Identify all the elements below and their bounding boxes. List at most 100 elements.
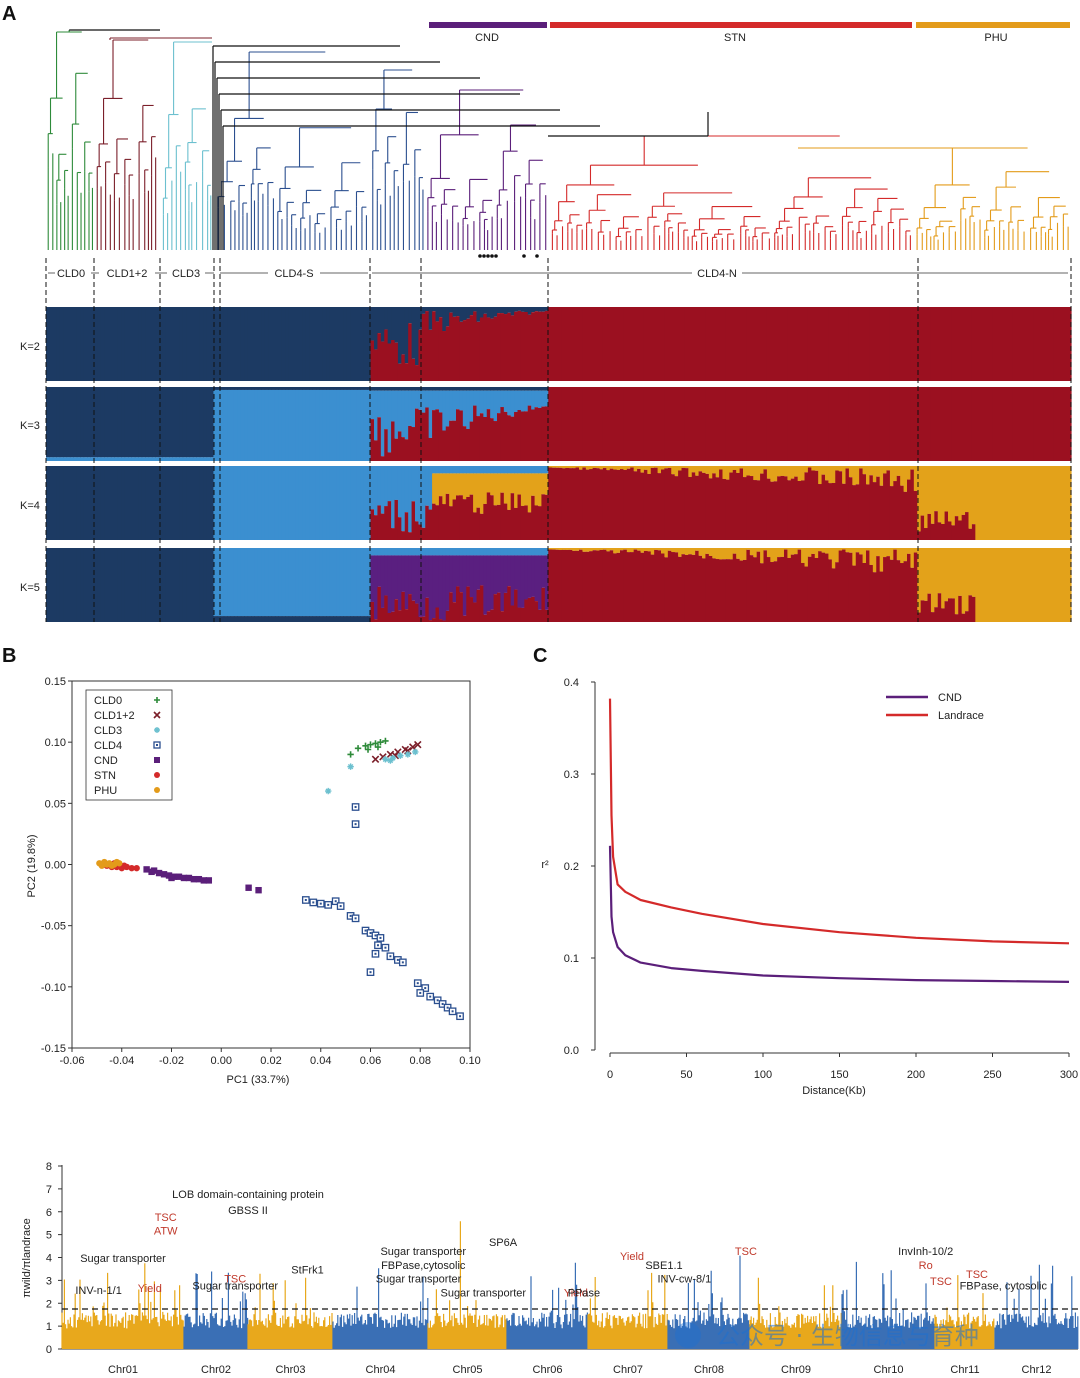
group-bars: CND STN PHU bbox=[429, 22, 1070, 44]
admixture-bar bbox=[1067, 387, 1072, 461]
admixture-bar bbox=[247, 616, 252, 622]
admixture-bar bbox=[510, 466, 515, 474]
ld-lines bbox=[608, 698, 1070, 983]
admixture-bar bbox=[411, 390, 416, 428]
admixture-bar bbox=[753, 307, 758, 381]
admixture-bar bbox=[100, 387, 105, 458]
admixture-bar bbox=[1067, 466, 1072, 540]
admixture-bar bbox=[596, 468, 601, 540]
panel-c-letter: C bbox=[533, 645, 547, 667]
admixture-bar bbox=[500, 548, 505, 556]
admixture-bar bbox=[722, 559, 727, 622]
admixture-bar bbox=[538, 307, 543, 312]
pca-point bbox=[387, 757, 394, 764]
admixture-bar bbox=[592, 548, 597, 551]
admixture-bar bbox=[227, 387, 232, 390]
admixture-bar bbox=[842, 548, 847, 550]
admixture-bar bbox=[555, 307, 560, 381]
admixture-bar bbox=[220, 389, 225, 461]
admixture-bar bbox=[531, 548, 536, 556]
admixture-bar bbox=[63, 548, 68, 622]
admixture-bar bbox=[531, 596, 536, 622]
admixture-bar bbox=[456, 495, 461, 540]
admixture-bar bbox=[561, 548, 566, 550]
admixture-bar bbox=[230, 307, 235, 381]
admixture-bar bbox=[1060, 466, 1065, 540]
admixture-bar bbox=[695, 387, 700, 461]
admixture-bar bbox=[490, 466, 495, 474]
admixture-bar bbox=[374, 440, 379, 461]
admixture-bar bbox=[367, 389, 372, 461]
admixture-bar bbox=[777, 476, 782, 540]
admixture-bar bbox=[87, 548, 92, 622]
admixture-bar bbox=[476, 387, 481, 391]
admixture-bar bbox=[531, 312, 536, 381]
admixture-bar bbox=[227, 616, 232, 622]
pca-point-center bbox=[389, 955, 392, 958]
admixture-bar bbox=[620, 550, 625, 622]
admixture-bar bbox=[801, 307, 806, 381]
admixture-bar bbox=[449, 390, 454, 421]
admixture-bar bbox=[418, 409, 423, 461]
admixture-bar bbox=[315, 387, 320, 390]
admixture-bar bbox=[1030, 466, 1035, 540]
admixture-bar bbox=[104, 548, 109, 622]
admixture-bar bbox=[616, 548, 621, 553]
admixture-bar bbox=[879, 307, 884, 381]
admixture-bar bbox=[363, 387, 368, 390]
admixture-bar bbox=[568, 307, 573, 381]
admixture-bar bbox=[520, 505, 525, 540]
admixture-bar bbox=[520, 607, 525, 622]
admixture-bar bbox=[596, 548, 601, 551]
admixture-bar bbox=[100, 457, 105, 461]
admixture-bar bbox=[356, 466, 361, 540]
div-bars bbox=[667, 1255, 751, 1349]
admixture-bar bbox=[534, 407, 539, 461]
admixture-bar bbox=[210, 466, 215, 540]
admixture-bar bbox=[363, 548, 368, 617]
admixture-bar bbox=[999, 466, 1004, 540]
admixture-bar bbox=[688, 548, 693, 555]
admixture-bar bbox=[367, 548, 372, 617]
admixture-bar bbox=[654, 467, 659, 540]
admixture-bar bbox=[462, 390, 467, 427]
pca-point-center bbox=[429, 995, 432, 998]
admixture-bar bbox=[462, 615, 467, 622]
admixture-bar bbox=[842, 307, 847, 381]
admixture-bar bbox=[647, 551, 652, 622]
admixture-bar bbox=[305, 616, 310, 622]
admixture-bar bbox=[469, 387, 474, 391]
admixture-bar bbox=[773, 548, 778, 562]
admixture-bar bbox=[384, 466, 389, 507]
admixture-k2 bbox=[46, 307, 1072, 381]
admixture-bar bbox=[292, 307, 297, 381]
admixture-bar bbox=[756, 548, 761, 552]
admixture-bar bbox=[66, 548, 71, 622]
admixture-bar bbox=[527, 307, 532, 315]
admixture-bar bbox=[620, 307, 625, 381]
admixture-bar bbox=[418, 329, 423, 381]
admixture-bar bbox=[616, 552, 621, 622]
watermark-text: 公众号 · 生物信息与育种 bbox=[716, 1322, 979, 1350]
admixture-bar bbox=[725, 548, 730, 560]
admixture-bar bbox=[141, 387, 146, 458]
admixture-bar bbox=[743, 466, 748, 478]
admixture-bar bbox=[442, 555, 447, 621]
admixture-bar bbox=[896, 466, 901, 476]
admixture-bar bbox=[380, 390, 385, 457]
admixture-bar bbox=[879, 485, 884, 540]
admixture-bar bbox=[630, 552, 635, 622]
admixture-bar bbox=[517, 390, 522, 411]
admixture-bar bbox=[302, 387, 307, 390]
admixture-bar bbox=[169, 457, 174, 461]
admixture-bar bbox=[397, 387, 402, 391]
admixture-bar bbox=[418, 555, 423, 617]
admixture-bar bbox=[151, 307, 156, 381]
admixture-bar bbox=[391, 548, 396, 556]
admixture-bar bbox=[220, 616, 225, 622]
admixture-bar bbox=[469, 466, 474, 474]
admixture-bar bbox=[158, 307, 163, 381]
admixture-bar bbox=[483, 555, 488, 615]
admixture-bar bbox=[872, 466, 877, 483]
admixture-bar bbox=[473, 473, 478, 513]
